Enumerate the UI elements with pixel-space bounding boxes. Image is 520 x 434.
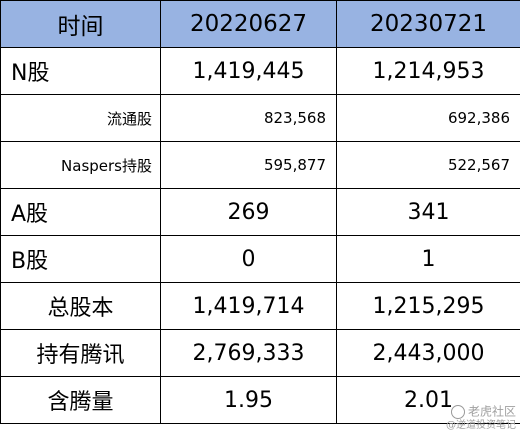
row-label: N股 (0, 47, 161, 95)
row-a-shares: A股 269 341 (0, 188, 520, 236)
row-tencent-per-share: 含腾量 1.95 2.01 (0, 376, 520, 424)
value-2022: 1,419,714 (160, 282, 337, 330)
row-label: 持有腾讯 (0, 329, 161, 377)
value-2023: 522,567 (336, 141, 520, 189)
value-2023: 2,443,000 (336, 329, 520, 377)
value-2023: 341 (336, 188, 520, 236)
row-label: B股 (0, 235, 161, 283)
value-2022: 0 (160, 235, 337, 283)
value-2023: 1,215,295 (336, 282, 520, 330)
header-time: 时间 (0, 0, 161, 48)
header-date-2: 20230721 (336, 0, 520, 48)
row-float-shares: 流通股 823,568 692,386 (0, 94, 520, 142)
row-label: 总股本 (0, 282, 161, 330)
row-total-shares: 总股本 1,419,714 1,215,295 (0, 282, 520, 330)
value-2022: 1.95 (160, 376, 337, 424)
value-2023: 1 (336, 235, 520, 283)
row-n-shares: N股 1,419,445 1,214,953 (0, 47, 520, 95)
value-2022: 1,419,445 (160, 47, 337, 95)
watermark-community: 老虎社区 (467, 404, 516, 419)
value-2023: 2.01 (336, 376, 520, 424)
row-label: A股 (0, 188, 161, 236)
row-label: 流通股 (0, 94, 161, 142)
row-label: Naspers持股 (0, 141, 161, 189)
header-date-1: 20220627 (160, 0, 337, 48)
row-tencent-holding: 持有腾讯 2,769,333 2,443,000 (0, 329, 520, 377)
watermark: 老虎社区 @逆道投资笔记 (446, 405, 516, 432)
watermark-author: @逆道投资笔记 (446, 420, 516, 431)
value-2023: 692,386 (336, 94, 520, 142)
row-b-shares: B股 0 1 (0, 235, 520, 283)
value-2022: 269 (160, 188, 337, 236)
value-2023: 1,214,953 (336, 47, 520, 95)
header-row: 时间 20220627 20230721 (0, 0, 520, 48)
value-2022: 823,568 (160, 94, 337, 142)
tiger-logo-icon (450, 405, 465, 419)
row-naspers-holding: Naspers持股 595,877 522,567 (0, 141, 520, 189)
value-2022: 2,769,333 (160, 329, 337, 377)
share-comparison-table: 时间 20220627 20230721 N股 1,419,445 1,214,… (0, 0, 520, 424)
row-label: 含腾量 (0, 376, 161, 424)
value-2022: 595,877 (160, 141, 337, 189)
